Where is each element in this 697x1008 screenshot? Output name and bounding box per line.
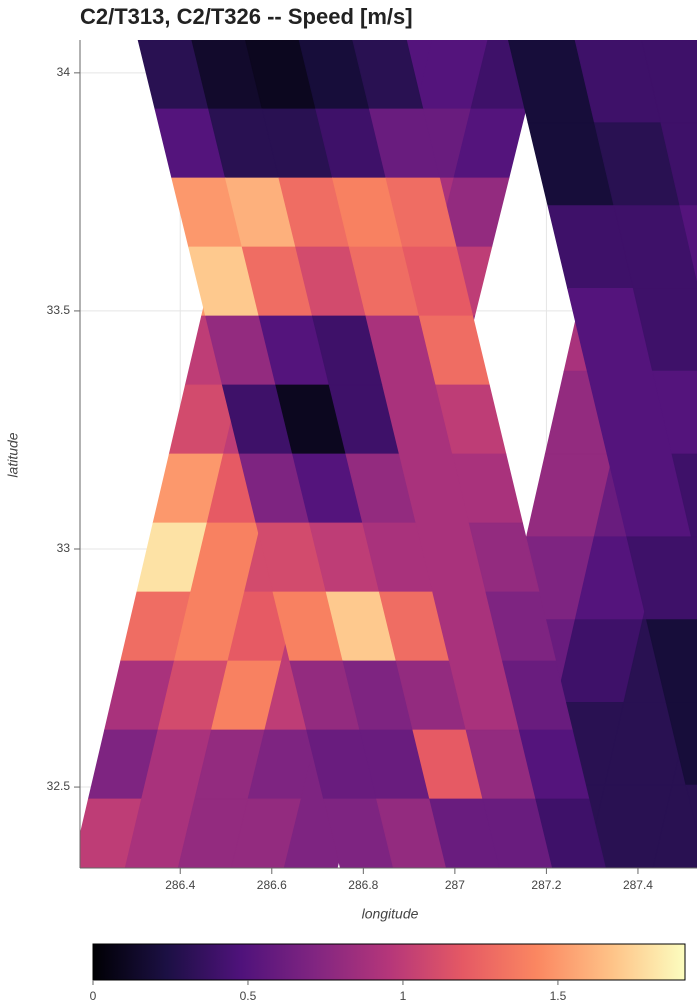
y-axis-label: latitude (5, 432, 21, 477)
colorbar-tick-label: 1.5 (550, 989, 567, 1003)
x-tick-label: 286.6 (257, 878, 287, 892)
x-tick-label: 286.4 (165, 878, 195, 892)
x-axis-label: longitude (362, 906, 419, 922)
x-tick-label: 286.8 (348, 878, 378, 892)
colorbar-tick-label: 0.5 (240, 989, 257, 1003)
x-tick-label: 287.2 (531, 878, 561, 892)
y-tick-label: 33.5 (47, 303, 71, 317)
chart-title: C2/T313, C2/T326 -- Speed [m/s] (80, 4, 413, 29)
y-tick-label: 34 (57, 65, 71, 79)
x-tick-label: 287 (445, 878, 465, 892)
colorbar-axis: 0 0.5 1 1.5 (90, 980, 567, 1003)
y-tick-label: 33 (57, 541, 71, 555)
x-tick-label: 287.4 (623, 878, 653, 892)
chart: C2/T313, C2/T326 -- Speed [m/s] longitud… (0, 0, 697, 1008)
heatmap (72, 40, 697, 868)
colorbar-tick-label: 1 (400, 989, 407, 1003)
colorbar-tick-label: 0 (90, 989, 97, 1003)
colorbar (93, 944, 685, 980)
y-tick-label: 32.5 (47, 779, 71, 793)
